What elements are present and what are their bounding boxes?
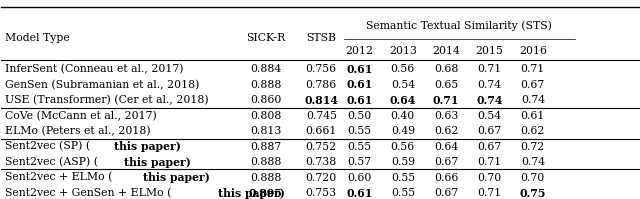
Text: GenSen (Subramanian et al., 2018): GenSen (Subramanian et al., 2018) — [4, 79, 199, 90]
Text: 0.71: 0.71 — [477, 188, 502, 198]
Text: SICK-R: SICK-R — [246, 33, 285, 43]
Text: 0.61: 0.61 — [346, 64, 372, 75]
Text: 0.64: 0.64 — [390, 95, 416, 106]
Text: 0.54: 0.54 — [391, 80, 415, 90]
Text: 0.74: 0.74 — [477, 80, 502, 90]
Text: 0.64: 0.64 — [434, 141, 458, 152]
Text: 0.56: 0.56 — [390, 64, 415, 74]
Text: 0.752: 0.752 — [306, 141, 337, 152]
Text: 0.66: 0.66 — [434, 173, 458, 182]
Text: 2015: 2015 — [476, 46, 504, 56]
Text: 0.50: 0.50 — [348, 111, 372, 121]
Text: this paper): this paper) — [114, 141, 181, 152]
Text: 0.71: 0.71 — [477, 64, 502, 74]
Text: 0.63: 0.63 — [434, 111, 458, 121]
Text: 0.72: 0.72 — [521, 141, 545, 152]
Text: 0.74: 0.74 — [521, 95, 545, 105]
Text: 0.67: 0.67 — [434, 157, 458, 167]
Text: 0.67: 0.67 — [521, 80, 545, 90]
Text: 0.71: 0.71 — [521, 64, 545, 74]
Text: 0.738: 0.738 — [306, 157, 337, 167]
Text: 0.887: 0.887 — [250, 141, 282, 152]
Text: 0.888: 0.888 — [250, 157, 282, 167]
Text: 0.860: 0.860 — [250, 95, 282, 105]
Text: 0.56: 0.56 — [390, 141, 415, 152]
Text: 0.67: 0.67 — [477, 126, 502, 136]
Text: 0.60: 0.60 — [348, 173, 372, 182]
Text: 0.61: 0.61 — [346, 95, 372, 106]
Text: 0.71: 0.71 — [433, 95, 460, 106]
Text: 0.786: 0.786 — [306, 80, 337, 90]
Text: 0.884: 0.884 — [250, 64, 282, 74]
Text: 0.55: 0.55 — [391, 188, 415, 198]
Text: 0.59: 0.59 — [391, 157, 415, 167]
Text: 0.55: 0.55 — [348, 141, 372, 152]
Text: 0.74: 0.74 — [476, 95, 502, 106]
Text: 0.745: 0.745 — [306, 111, 337, 121]
Text: 0.808: 0.808 — [250, 111, 282, 121]
Text: 0.55: 0.55 — [391, 173, 415, 182]
Text: Model Type: Model Type — [4, 33, 69, 43]
Text: InferSent (Conneau et al., 2017): InferSent (Conneau et al., 2017) — [4, 64, 183, 74]
Text: 0.661: 0.661 — [305, 126, 337, 136]
Text: 0.70: 0.70 — [477, 173, 502, 182]
Text: Sent2vec (ASP) (: Sent2vec (ASP) ( — [4, 157, 98, 167]
Text: 0.61: 0.61 — [346, 187, 372, 199]
Text: 0.813: 0.813 — [250, 126, 282, 136]
Text: 0.61: 0.61 — [346, 79, 372, 90]
Text: 0.54: 0.54 — [477, 111, 502, 121]
Text: USE (Transformer) (Cer et al., 2018): USE (Transformer) (Cer et al., 2018) — [4, 95, 208, 105]
Text: 0.814: 0.814 — [305, 95, 338, 106]
Text: 0.62: 0.62 — [434, 126, 458, 136]
Text: CoVe (McCann et al., 2017): CoVe (McCann et al., 2017) — [4, 110, 156, 121]
Text: 0.888: 0.888 — [250, 80, 282, 90]
Text: 0.888: 0.888 — [250, 173, 282, 182]
Text: 0.57: 0.57 — [348, 157, 372, 167]
Text: 0.70: 0.70 — [521, 173, 545, 182]
Text: 0.67: 0.67 — [477, 141, 502, 152]
Text: 2016: 2016 — [519, 46, 547, 56]
Text: 0.49: 0.49 — [391, 126, 415, 136]
Text: 0.68: 0.68 — [434, 64, 458, 74]
Text: 0.756: 0.756 — [306, 64, 337, 74]
Text: Sent2vec (SP) (: Sent2vec (SP) ( — [4, 141, 90, 152]
Text: 0.720: 0.720 — [306, 173, 337, 182]
Text: 0.65: 0.65 — [434, 80, 458, 90]
Text: 2012: 2012 — [346, 46, 374, 56]
Text: STSB: STSB — [307, 33, 336, 43]
Text: 0.40: 0.40 — [390, 111, 415, 121]
Text: this paper): this paper) — [124, 157, 191, 168]
Text: Sent2vec + ELMo (: Sent2vec + ELMo ( — [4, 172, 112, 183]
Text: 2013: 2013 — [389, 46, 417, 56]
Text: 0.67: 0.67 — [434, 188, 458, 198]
Text: Sent2vec + GenSen + ELMo (: Sent2vec + GenSen + ELMo ( — [4, 188, 171, 198]
Text: this paper): this paper) — [143, 172, 209, 183]
Text: this paper): this paper) — [218, 187, 285, 199]
Text: 0.55: 0.55 — [348, 126, 372, 136]
Text: 0.74: 0.74 — [521, 157, 545, 167]
Text: 0.895: 0.895 — [249, 187, 283, 199]
Text: 0.71: 0.71 — [477, 157, 502, 167]
Text: 0.753: 0.753 — [306, 188, 337, 198]
Text: 2014: 2014 — [432, 46, 460, 56]
Text: 0.61: 0.61 — [521, 111, 545, 121]
Text: ELMo (Peters et al., 2018): ELMo (Peters et al., 2018) — [4, 126, 150, 136]
Text: 0.62: 0.62 — [521, 126, 545, 136]
Text: 0.75: 0.75 — [520, 187, 546, 199]
Text: Semantic Textual Similarity (STS): Semantic Textual Similarity (STS) — [366, 20, 552, 31]
